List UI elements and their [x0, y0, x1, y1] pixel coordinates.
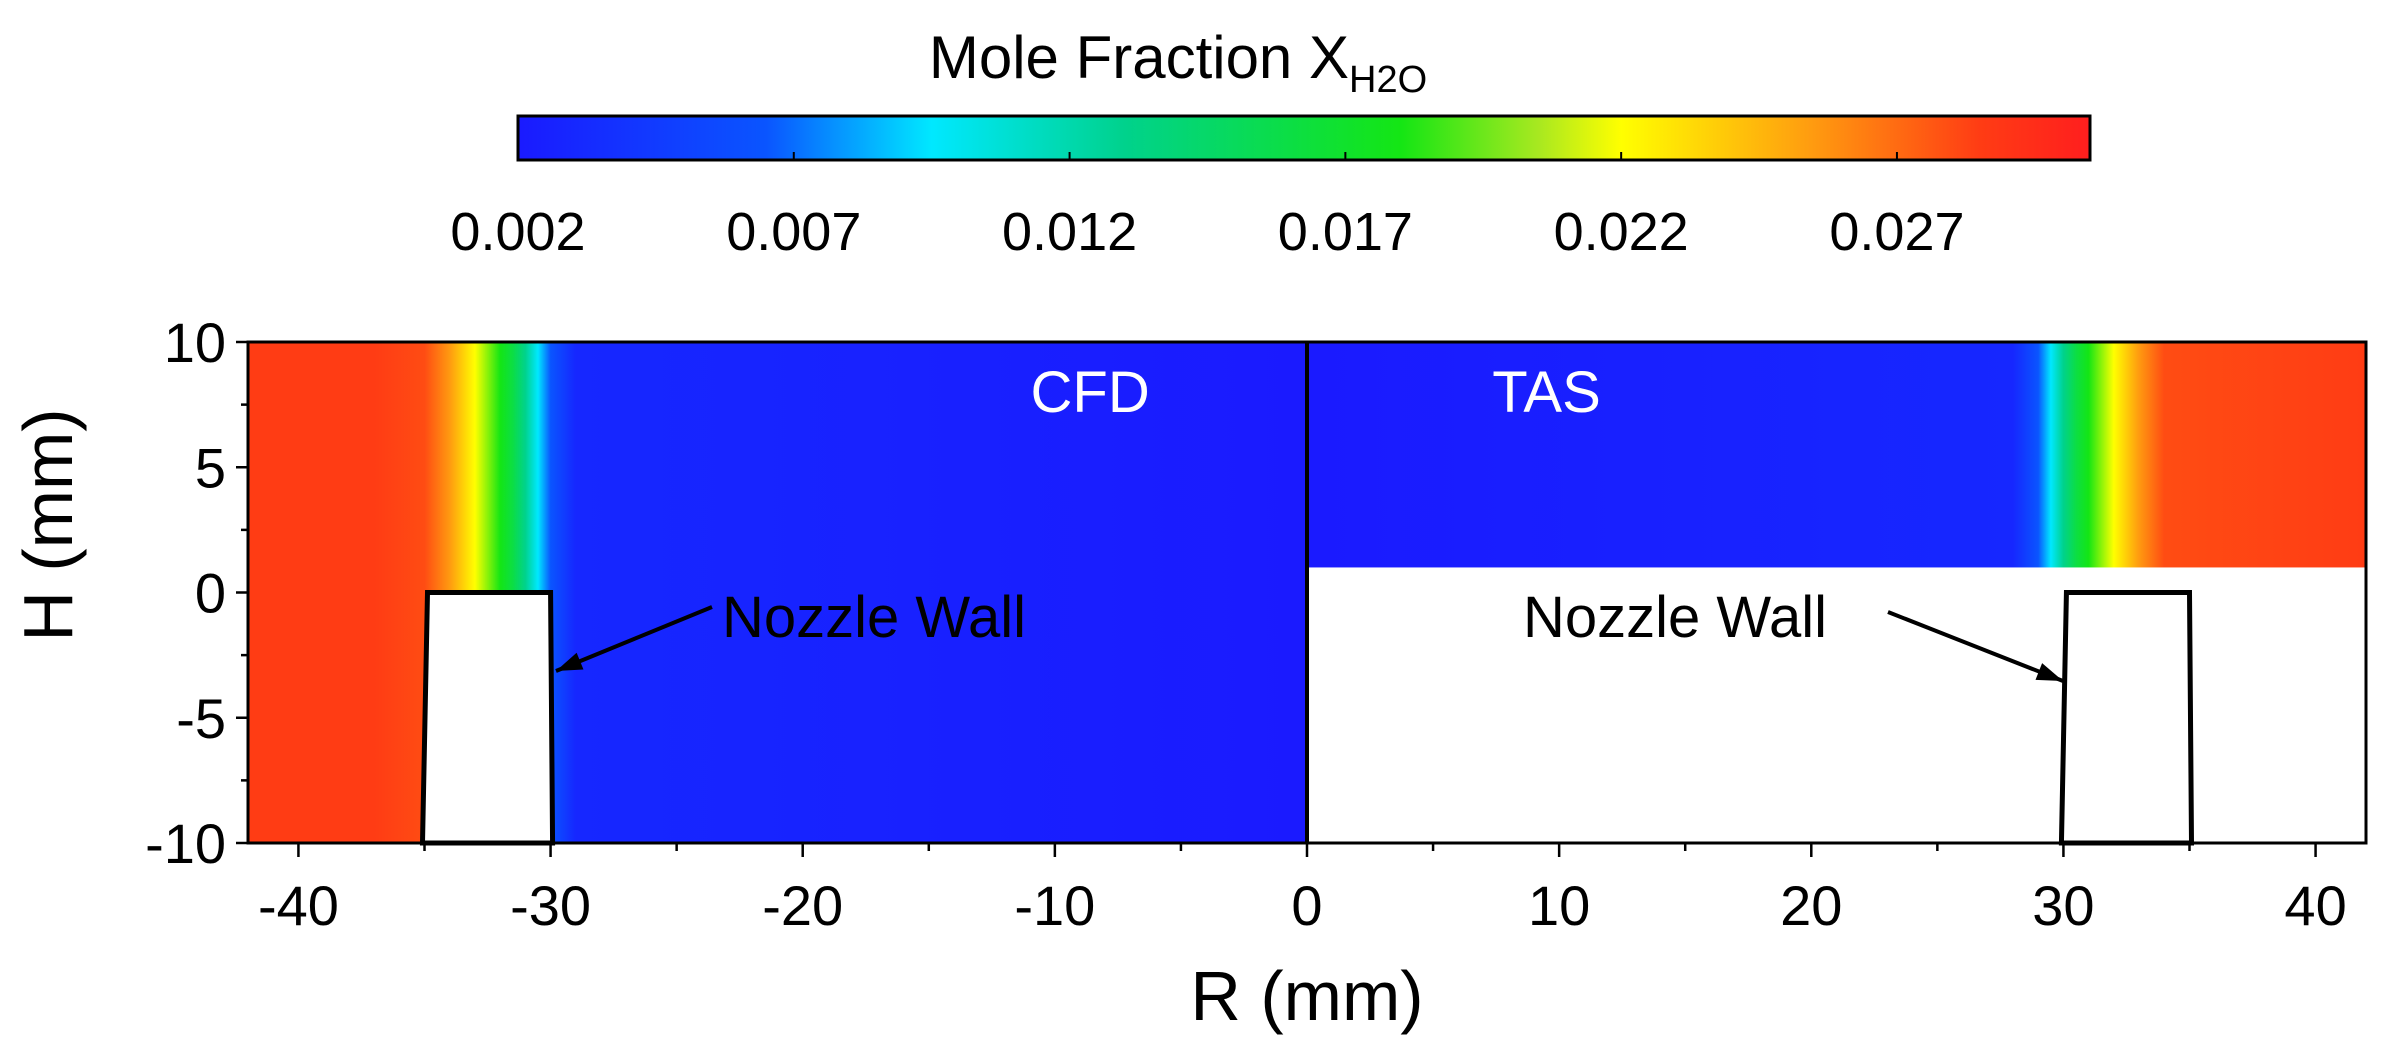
x-tick-label: -10 — [1014, 874, 1095, 937]
y-tick-label: -5 — [176, 687, 226, 750]
annotation-arrow-left — [555, 605, 713, 673]
y-tick-label: 5 — [195, 436, 226, 499]
x-tick-label: 20 — [1780, 874, 1842, 937]
tas-panel — [1307, 342, 2366, 568]
colorbar-title-subscript: H2O — [1349, 59, 1427, 101]
x-tick-label: 40 — [2284, 874, 2346, 937]
x-tick-label: 30 — [2032, 874, 2094, 937]
panel-label-cfd: CFD — [1031, 360, 1150, 425]
panel-label-tas: TAS — [1492, 360, 1601, 425]
x-tick-label: 0 — [1291, 874, 1322, 937]
nozzle-wall-left — [419, 590, 556, 846]
annotation-text-right: Nozzle Wall — [1523, 585, 1827, 650]
y-axis-label: H (mm) — [9, 408, 87, 641]
annotation-arrowhead-left — [556, 652, 584, 671]
x-tick-label: -20 — [762, 874, 843, 937]
colorbar-tick-label: 0.002 — [450, 202, 585, 262]
colorbar-title-main: Mole Fraction X — [929, 24, 1349, 91]
colorbar-tick-label: 0.007 — [726, 202, 861, 262]
colorbar-tick-label: 0.022 — [1554, 202, 1689, 262]
annotation-right: Nozzle Wall — [1523, 585, 2064, 683]
colorbar-tick-label: 0.027 — [1829, 202, 1964, 262]
y-axis: 10 5 0 -5 -10 — [145, 311, 248, 875]
colorbar: Mole Fraction XH2O 0.002 0.007 0.012 0.017 0… — [450, 24, 2092, 262]
x-tick-label: -30 — [510, 874, 591, 937]
annotation-arrowhead-right — [2035, 663, 2063, 681]
x-tick-label: -40 — [258, 874, 339, 937]
annotation-arrow-right — [1887, 610, 2064, 683]
plot-area: CFD TAS Nozzle Wall Nozzle Wall — [246, 340, 2368, 846]
y-tick-label: 0 — [195, 562, 226, 625]
colorbar-bar — [516, 114, 2092, 162]
y-tick-label: -10 — [145, 812, 226, 875]
colorbar-tick-label: 0.017 — [1278, 202, 1413, 262]
x-axis-label: R (mm) — [1190, 957, 1423, 1035]
annotation-text-left: Nozzle Wall — [722, 585, 1026, 650]
colorbar-ticks: 0.002 0.007 0.012 0.017 0.022 0.027 — [450, 152, 1965, 262]
annotation-left: Nozzle Wall — [555, 585, 1026, 673]
nozzle-wall-right — [2058, 590, 2195, 846]
colorbar-title: Mole Fraction XH2O — [929, 24, 1427, 101]
x-axis: -40 -30 -20 -10 0 10 20 30 40 — [258, 843, 2347, 937]
x-tick-label: 10 — [1528, 874, 1590, 937]
colorbar-tick-label: 0.012 — [1002, 202, 1137, 262]
y-tick-label: 10 — [164, 311, 226, 374]
